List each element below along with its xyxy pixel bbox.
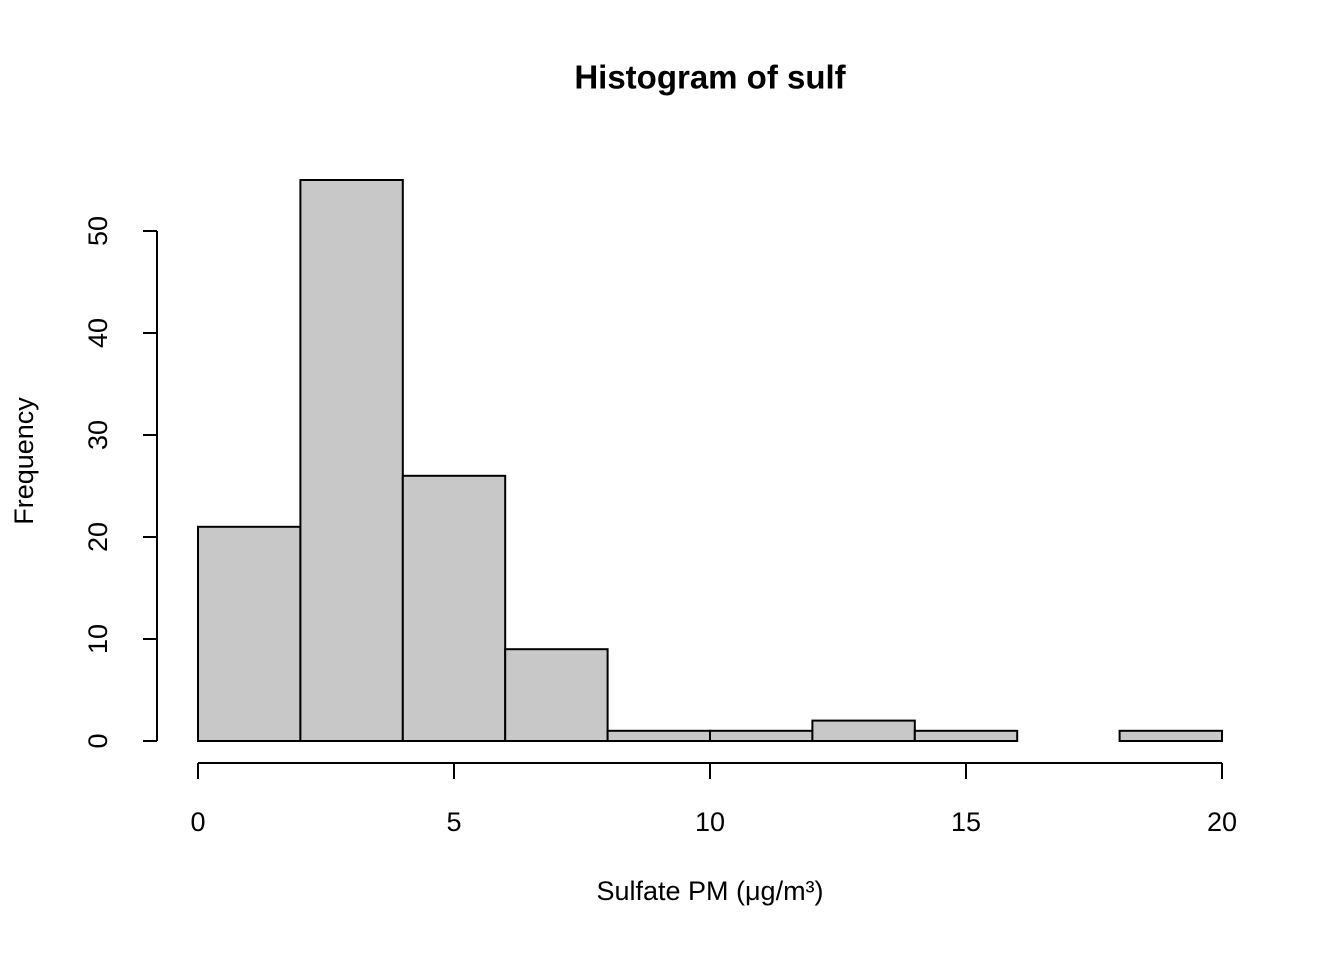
y-tick-label: 20 <box>83 522 113 552</box>
y-tick-label: 50 <box>83 216 113 246</box>
x-tick-label: 15 <box>951 807 981 837</box>
bar <box>1118 729 1223 742</box>
y-axis-label: Frequency <box>9 397 39 525</box>
x-tick-label: 10 <box>695 807 725 837</box>
bar <box>197 525 302 742</box>
y-tick-label: 30 <box>83 420 113 450</box>
y-tick-label: 10 <box>83 624 113 654</box>
x-tick-label: 5 <box>446 807 461 837</box>
bar <box>606 729 711 742</box>
y-tick-label: 40 <box>83 318 113 348</box>
bar <box>913 729 1019 742</box>
bar <box>401 474 507 742</box>
x-tick-label: 20 <box>1207 807 1237 837</box>
bar <box>299 179 404 742</box>
x-axis-label: Sulfate PM (μg/m³) <box>596 876 823 906</box>
chart-title: Histogram of sulf <box>574 59 846 96</box>
x-tick-label: 0 <box>190 807 205 837</box>
bar <box>504 648 609 743</box>
y-tick-label: 0 <box>83 733 113 748</box>
bar <box>709 729 814 742</box>
bar <box>811 719 916 742</box>
